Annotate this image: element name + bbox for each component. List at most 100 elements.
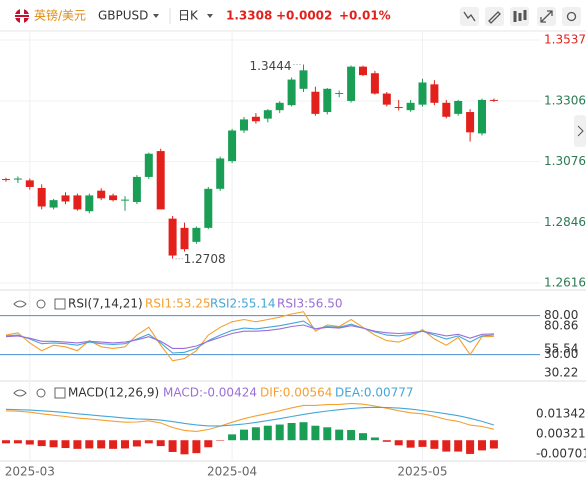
macd-bar: [406, 440, 415, 448]
macd-bar: [73, 440, 82, 449]
macd-bar: [311, 425, 320, 441]
low-label: 1.2708: [184, 252, 226, 266]
macd-line: [5, 406, 495, 427]
candle-body: [132, 176, 141, 202]
candle-body: [382, 93, 391, 105]
high-label: 1.3444: [250, 59, 292, 73]
macd-bar: [192, 440, 201, 454]
macd-bar: [489, 440, 498, 449]
candle-body: [240, 119, 248, 131]
macd-bar: [394, 440, 403, 446]
eye-icon[interactable]: [13, 300, 27, 308]
macd-bar: [61, 440, 70, 449]
y-tick-label: 1.3306: [544, 93, 586, 107]
candle-body: [418, 82, 427, 105]
side-label: 55.54: [544, 342, 578, 356]
draw-button[interactable]: [485, 7, 504, 26]
candle-body: [109, 195, 118, 201]
macd-bar: [335, 429, 344, 441]
eye-icon[interactable]: [13, 389, 27, 397]
candle-body: [13, 178, 22, 180]
candle-body: [287, 79, 296, 106]
gear-icon[interactable]: [36, 388, 46, 398]
candle-body: [478, 99, 486, 134]
candle-body: [406, 102, 415, 111]
candle-body: [442, 102, 451, 117]
macd-bar: [263, 425, 272, 441]
candle-body: [323, 88, 332, 113]
x-tick-label: 2025-05: [397, 465, 447, 479]
legend-entry: DEA:0.00777: [335, 386, 414, 400]
y-tick-label: 1.3537: [544, 33, 586, 47]
candle-body: [180, 227, 189, 250]
dropdown-arrow[interactable]: [153, 14, 159, 18]
macd-bar: [478, 440, 486, 451]
macd-bar: [240, 429, 248, 441]
macd-bar: [466, 440, 475, 454]
symbol[interactable]: GBPUSD: [98, 9, 148, 23]
candle-body: [251, 116, 260, 122]
side-toggle[interactable]: [574, 115, 586, 147]
candle-body: [489, 99, 498, 101]
indicator-title: RSI(7,14,21): [68, 297, 143, 311]
macd-bar: [418, 440, 427, 447]
candle-body: [49, 200, 58, 208]
y-tick-label: 80.00: [544, 308, 578, 322]
y-tick-label: 0.00321: [536, 426, 586, 440]
period[interactable]: 日K: [178, 9, 199, 23]
draw-icon: [488, 11, 501, 24]
indicator-icon[interactable]: [54, 387, 66, 399]
candle-body: [168, 218, 177, 256]
macd-bar: [156, 440, 165, 447]
y-tick-label: 1.2616: [544, 276, 586, 290]
candle-body: [192, 227, 201, 242]
macd-bar: [382, 440, 391, 442]
macd-bar: [13, 440, 22, 444]
candle-body: [335, 93, 344, 95]
candle-body: [85, 195, 94, 212]
candle-body: [37, 188, 46, 207]
price-change-pct: +0.01%: [339, 9, 391, 23]
macd-bar: [430, 440, 439, 449]
macd-bar: [442, 440, 451, 452]
macd-bar: [323, 427, 332, 441]
macd-bar: [287, 422, 296, 441]
indicator-icon[interactable]: [54, 298, 66, 310]
side-label: 80.86: [544, 319, 578, 333]
candle-body: [275, 102, 284, 111]
candle-body: [216, 158, 225, 189]
macd-bar: [275, 424, 284, 441]
legend-entry: RSI3:56.50: [277, 297, 343, 311]
side-label: 30.22: [544, 366, 578, 380]
candle-body: [204, 188, 213, 228]
macd-line: [5, 402, 495, 432]
y-tick-label: 30.00: [544, 347, 578, 361]
pair-name[interactable]: 英镑/美元: [34, 8, 86, 23]
settings-icon: [566, 11, 577, 22]
macd-bar: [144, 440, 153, 444]
y-tick-label: 0.01342: [536, 406, 586, 420]
legend-entry: RSI1:53.25: [145, 297, 211, 311]
candle-body: [430, 84, 439, 103]
chart-type-icon: [513, 10, 527, 22]
fullscreen-icon: [540, 10, 553, 23]
settings-button[interactable]: [562, 7, 581, 26]
macd-bar: [168, 440, 177, 452]
candle-body: [466, 112, 475, 133]
macd-bar: [49, 440, 58, 448]
dropdown-arrow[interactable]: [207, 14, 213, 18]
macd-bar: [25, 440, 34, 445]
indicator-icon: [463, 11, 476, 22]
macd-bar: [109, 440, 118, 449]
rsi-line: [5, 324, 494, 349]
candle-body: [2, 179, 10, 181]
macd-bar: [359, 433, 367, 441]
y-tick-label: 1.3076: [544, 154, 586, 168]
macd-controls: [13, 387, 66, 399]
candle-body: [394, 107, 403, 109]
gear-icon[interactable]: [36, 299, 46, 309]
legend-entry: MACD:-0.00424: [163, 386, 257, 400]
candle-body: [347, 66, 356, 101]
flag-icon: [15, 9, 29, 23]
